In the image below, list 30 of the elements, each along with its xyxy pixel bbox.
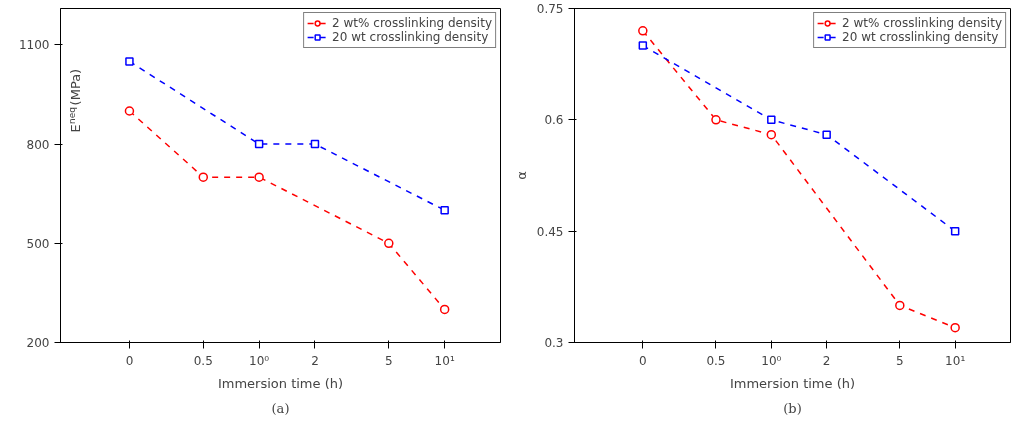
x-tick-label: 2 <box>311 353 319 368</box>
text: (a) <box>271 400 290 416</box>
legend-label: 2 wt% crosslinking density <box>332 16 492 30</box>
x-tick-label: 0.5 <box>706 353 726 368</box>
legend-label: 20 wt crosslinking density <box>842 30 999 44</box>
y-tick-label: 800 <box>26 137 50 152</box>
y-tick-label: 1100 <box>18 38 50 53</box>
y-tick-label: 0.3 <box>544 336 564 350</box>
x-axis-title: Immersion time (h) <box>217 375 344 391</box>
y-axis-title: α <box>513 171 529 180</box>
y-tick-label: 0.45 <box>536 224 564 239</box>
y-tick-label: 500 <box>26 236 50 251</box>
x-tick-label: 0.5 <box>193 353 213 368</box>
x-axis-title: Immersion time (h) <box>729 375 856 391</box>
y-tick-label: 0.6 <box>544 113 564 128</box>
x-tick-label: 5 <box>384 353 393 368</box>
y-axis-title: Eneq(MPa) <box>66 68 83 133</box>
x-tick-label: 10¹ <box>945 353 966 368</box>
x-tick-label: 10⁰ <box>249 353 270 368</box>
y-tick-label: 0.75 <box>536 2 564 16</box>
x-tick-label: 5 <box>896 353 904 368</box>
y-tick-label: 200 <box>26 336 50 350</box>
x-tick-label: 10¹ <box>434 353 455 368</box>
x-tick-label: 2 <box>822 353 831 368</box>
x-tick-label: 10⁰ <box>761 353 782 368</box>
text: (b) <box>783 400 802 416</box>
legend-label: 20 wt crosslinking density <box>332 30 489 44</box>
x-tick-label: 0 <box>125 353 134 368</box>
x-tick-label: 0 <box>639 353 647 368</box>
legend-label: 2 wt% crosslinking density <box>842 16 1002 30</box>
